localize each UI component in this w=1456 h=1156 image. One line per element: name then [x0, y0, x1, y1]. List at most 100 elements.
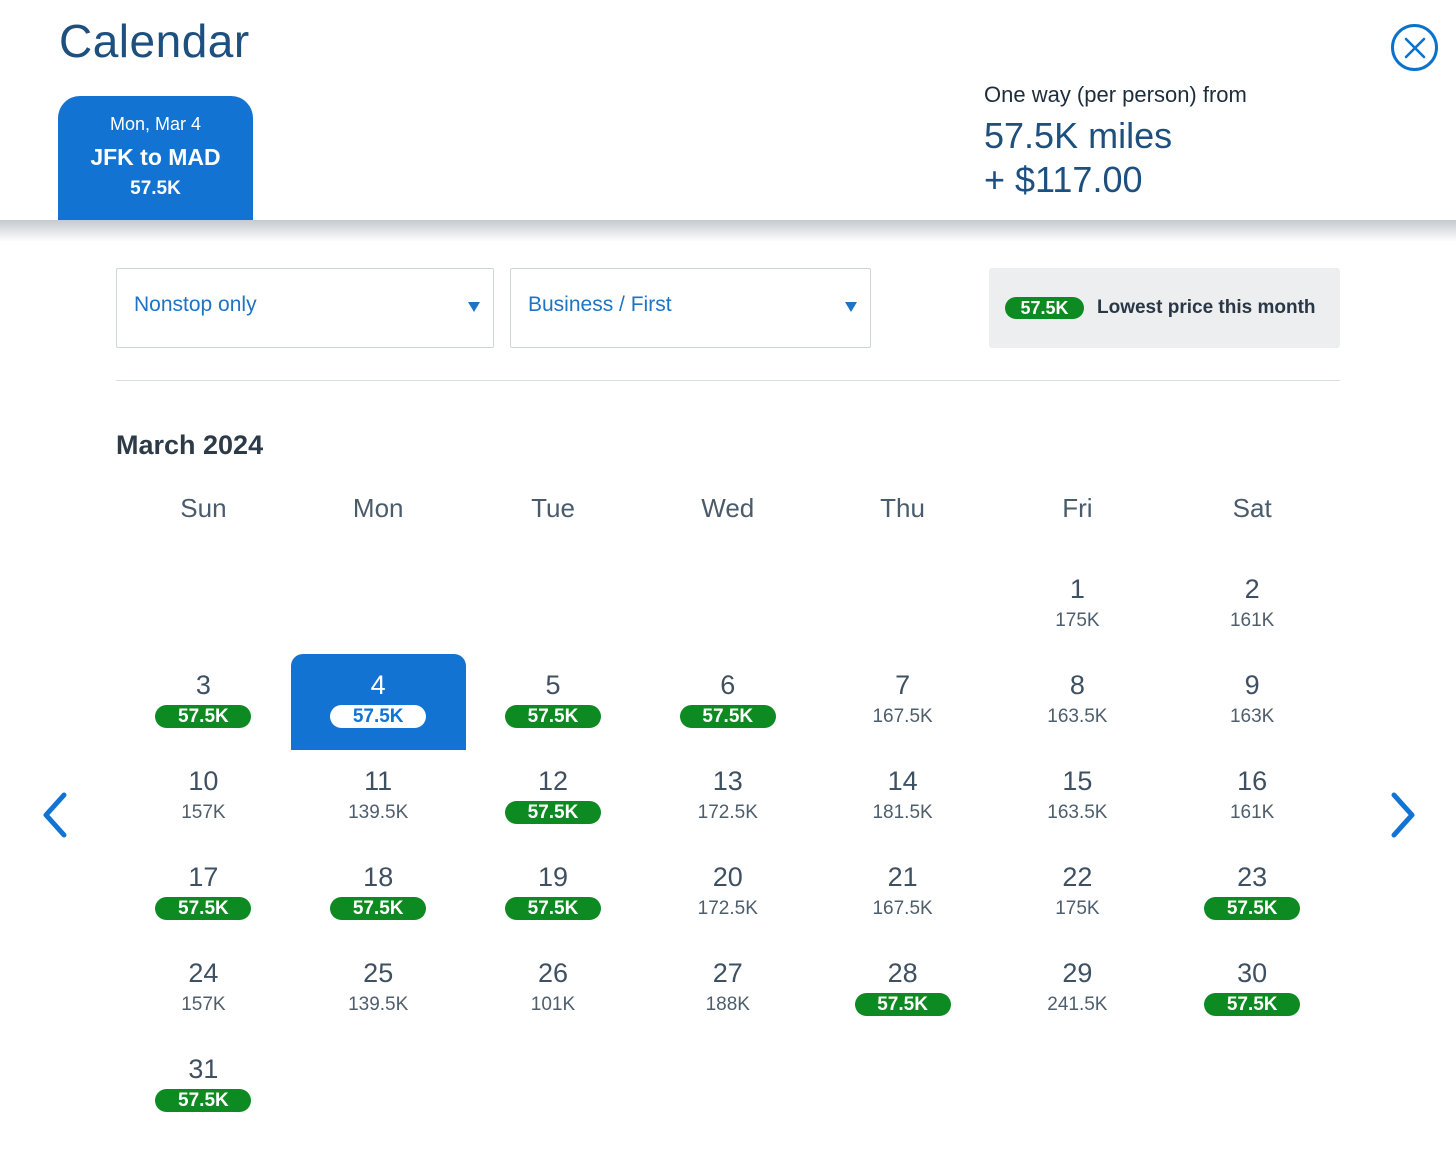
lowest-price-badge: 57.5K	[504, 897, 601, 920]
fare-summary-miles: 57.5K miles	[984, 115, 1173, 156]
calendar-empty-cell	[291, 558, 466, 654]
lowest-price-badge: 57.5K	[155, 705, 252, 728]
day-number: 29	[1062, 958, 1093, 988]
calendar-day[interactable]: 12 57.5K	[466, 750, 641, 846]
calendar-day[interactable]: 2 161K	[1165, 558, 1340, 654]
lowest-price-badge: 57.5K	[155, 1089, 252, 1112]
weekday-label: Sun	[180, 493, 227, 523]
day-number: 6	[720, 670, 736, 700]
calendar-day[interactable]: 7 167.5K	[815, 654, 990, 750]
day-number: 7	[895, 670, 911, 700]
day-price: 157K	[181, 802, 226, 823]
day-number: 24	[188, 958, 219, 988]
day-price: 161K	[1229, 802, 1275, 823]
day-number: 23	[1237, 862, 1268, 892]
next-month-button[interactable]	[1382, 790, 1422, 840]
day-number: 14	[887, 766, 918, 796]
day-number: 16	[1237, 766, 1268, 796]
calendar-day[interactable]: 26 101K	[466, 942, 641, 1038]
day-number: 18	[363, 862, 394, 892]
day-number: 19	[537, 862, 569, 892]
calendar-day[interactable]: 19 57.5K	[466, 846, 641, 942]
calendar-empty-cell	[815, 558, 990, 654]
lowest-price-badge: 57.5K	[1204, 897, 1301, 920]
lowest-price-badge: 57.5K	[504, 705, 601, 728]
caret-down-icon	[468, 302, 480, 312]
day-price: 172.5K	[697, 898, 758, 919]
calendar-day[interactable]: 13 172.5K	[640, 750, 815, 846]
caret-down-icon	[845, 302, 857, 312]
calendar-day[interactable]: 28 57.5K	[815, 942, 990, 1038]
calendar-day-selected[interactable]: 4 57.5K	[290, 654, 466, 750]
day-number: 4	[370, 670, 386, 700]
calendar-empty-cell	[116, 558, 291, 654]
day-price: 163K	[1229, 706, 1275, 727]
cabin-filter-select[interactable]: Business / First	[510, 268, 871, 348]
calendar-day[interactable]: 1 175K	[990, 558, 1165, 654]
stops-filter-select[interactable]: Nonstop only	[116, 268, 494, 348]
day-price: 139.5K	[348, 994, 409, 1015]
page-title: Calendar	[59, 15, 250, 67]
day-price: 188K	[705, 994, 750, 1015]
close-button[interactable]	[1391, 24, 1438, 71]
calendar-day[interactable]: 21 167.5K	[815, 846, 990, 942]
day-number: 1	[1069, 574, 1085, 604]
calendar-day[interactable]: 9 163K	[1165, 654, 1340, 750]
calendar-day[interactable]: 6 57.5K	[640, 654, 815, 750]
calendar-day[interactable]: 17 57.5K	[116, 846, 291, 942]
day-number: 20	[712, 862, 743, 892]
calendar-day[interactable]: 14 181.5K	[815, 750, 990, 846]
weekday-label: Wed	[701, 493, 755, 523]
calendar-day[interactable]: 27 188K	[640, 942, 815, 1038]
calendar-day[interactable]: 8 163.5K	[990, 654, 1165, 750]
header-shadow	[0, 220, 1456, 242]
previous-month-button[interactable]	[36, 790, 76, 840]
day-number: 25	[363, 958, 394, 988]
day-price: 172.5K	[697, 802, 758, 823]
calendar-day[interactable]: 10 157K	[116, 750, 291, 846]
calendar-day[interactable]: 30 57.5K	[1165, 942, 1340, 1038]
day-number: 21	[887, 862, 918, 892]
calendar-day[interactable]: 31 57.5K	[116, 1038, 291, 1134]
day-number: 3	[195, 670, 211, 700]
day-number: 31	[188, 1054, 219, 1084]
calendar-day[interactable]: 24 157K	[116, 942, 291, 1038]
trip-tab-price: 57.5K	[130, 178, 181, 199]
calendar-day[interactable]: 15 163.5K	[990, 750, 1165, 846]
lowest-price-legend: 57.5K Lowest price this month	[989, 268, 1340, 348]
day-number: 9	[1244, 670, 1260, 700]
calendar-day[interactable]: 18 57.5K	[291, 846, 466, 942]
calendar-day[interactable]: 25 139.5K	[291, 942, 466, 1038]
weekday-label: Mon	[352, 493, 404, 523]
close-icon	[1404, 37, 1425, 58]
calendar-day[interactable]: 3 57.5K	[116, 654, 291, 750]
calendar-day[interactable]: 29 241.5K	[990, 942, 1165, 1038]
fare-summary-label: One way (per person) from	[984, 82, 1247, 107]
lowest-price-badge: 57.5K	[504, 801, 601, 824]
day-number: 8	[1069, 670, 1085, 700]
trip-tab-jfk-mad[interactable]: Mon, Mar 4 JFK to MAD 57.5K	[58, 96, 253, 220]
day-price: 163.5K	[1047, 706, 1108, 727]
calendar-day[interactable]: 5 57.5K	[466, 654, 641, 750]
day-price: 241.5K	[1047, 994, 1108, 1015]
trip-tab-route: JFK to MAD	[90, 144, 221, 170]
day-number: 26	[537, 958, 569, 988]
calendar-day[interactable]: 11 139.5K	[291, 750, 466, 846]
lowest-price-badge: 57.5K	[155, 897, 252, 920]
stops-filter-value: Nonstop only	[134, 293, 257, 316]
day-number: 11	[364, 766, 393, 796]
calendar-day[interactable]: 22 175K	[990, 846, 1165, 942]
day-price: 139.5K	[348, 802, 409, 823]
calendar-day[interactable]: 16 161K	[1165, 750, 1340, 846]
weekday-label: Tue	[531, 493, 575, 523]
day-price: 167.5K	[872, 898, 933, 919]
day-price: 161K	[1229, 610, 1275, 631]
day-price: 175K	[1055, 898, 1100, 919]
day-number: 15	[1062, 766, 1093, 796]
fare-summary: One way (per person) from 57.5K miles + …	[984, 82, 1424, 202]
calendar-empty-cell	[640, 558, 815, 654]
weekday-label: Fri	[1062, 493, 1093, 523]
lowest-price-badge: 57.5K	[679, 705, 776, 728]
calendar-day[interactable]: 20 172.5K	[640, 846, 815, 942]
calendar-day[interactable]: 23 57.5K	[1165, 846, 1340, 942]
